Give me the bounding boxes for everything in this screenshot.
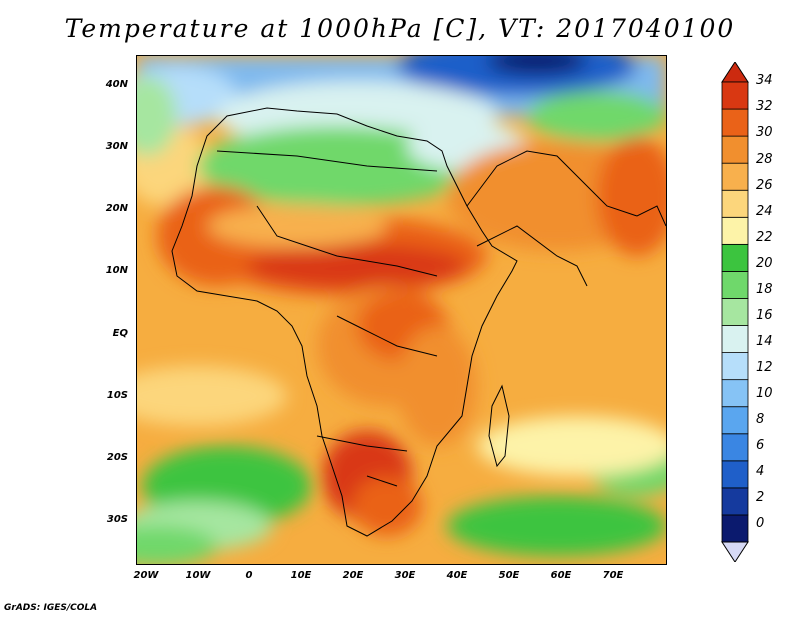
colorbar-label: 26	[756, 178, 773, 193]
colorbar-label: 16	[756, 308, 773, 323]
colorbar-label: 22	[756, 230, 773, 245]
colorbar-segment	[721, 271, 749, 299]
colorbar-label: 28	[756, 152, 773, 167]
colorbar-label: 32	[756, 99, 773, 114]
lon-label: 60E	[550, 570, 572, 581]
lat-label: EQ	[112, 328, 128, 339]
colorbar-label: 4	[756, 464, 765, 479]
colorbar-segment	[721, 108, 749, 137]
colorbar-label: 30	[756, 125, 773, 140]
lat-label: 40N	[105, 79, 128, 90]
color-scale-bar	[721, 62, 749, 562]
colorbar-label: 0	[756, 516, 765, 531]
colorbar-label: 14	[756, 334, 773, 349]
lon-label: 50E	[498, 570, 520, 581]
colorbar-label: 2	[756, 490, 765, 505]
map-title: Temperature at 1000hPa [C], VT: 20170401…	[64, 14, 736, 43]
temperature-map	[136, 55, 667, 565]
colorbar-label: 34	[756, 73, 773, 88]
colorbar-label: 8	[756, 412, 765, 427]
colorbar-over-arrow	[721, 62, 749, 83]
colorbar-segment	[721, 352, 749, 381]
lon-label: 20W	[133, 570, 159, 581]
lat-label: 20N	[105, 203, 128, 214]
colorbar-segment	[721, 487, 749, 516]
colorbar-segment	[721, 135, 749, 164]
colorbar-segment	[721, 406, 749, 435]
lat-label: 20S	[106, 452, 128, 463]
colorbar-segment	[721, 514, 749, 543]
lon-label: 10W	[185, 570, 211, 581]
colorbar-segment	[721, 243, 749, 272]
lon-label: 40E	[446, 570, 468, 581]
lon-label: 20E	[342, 570, 364, 581]
colorbar-label: 12	[756, 360, 773, 375]
colorbar-segment	[721, 216, 749, 245]
colorbar-segment	[721, 162, 749, 191]
lat-label: 30N	[105, 141, 128, 152]
colorbar-segment	[721, 460, 749, 489]
lon-label: 10E	[290, 570, 312, 581]
colorbar-segment	[721, 379, 749, 408]
lat-label: 30S	[106, 514, 128, 525]
lat-label: 10N	[105, 265, 128, 276]
colorbar-segment	[721, 433, 749, 462]
coastlines	[171, 107, 666, 537]
grads-credit: GrADS: IGES/COLA	[4, 603, 98, 613]
colorbar-label: 20	[756, 256, 773, 271]
lon-label: 70E	[602, 570, 624, 581]
lon-label: 30E	[394, 570, 416, 581]
colorbar-segment	[721, 189, 749, 218]
colorbar-segment	[721, 298, 749, 326]
lat-label: 10S	[106, 390, 128, 401]
colorbar-label: 6	[756, 438, 765, 453]
colorbar-label: 18	[756, 282, 773, 297]
colorbar-label: 24	[756, 204, 773, 219]
colorbar-segment	[721, 81, 749, 110]
lon-label: 0	[245, 570, 253, 581]
colorbar-segment	[721, 325, 749, 353]
colorbar-under-arrow	[721, 541, 749, 562]
colorbar-label: 10	[756, 386, 773, 401]
